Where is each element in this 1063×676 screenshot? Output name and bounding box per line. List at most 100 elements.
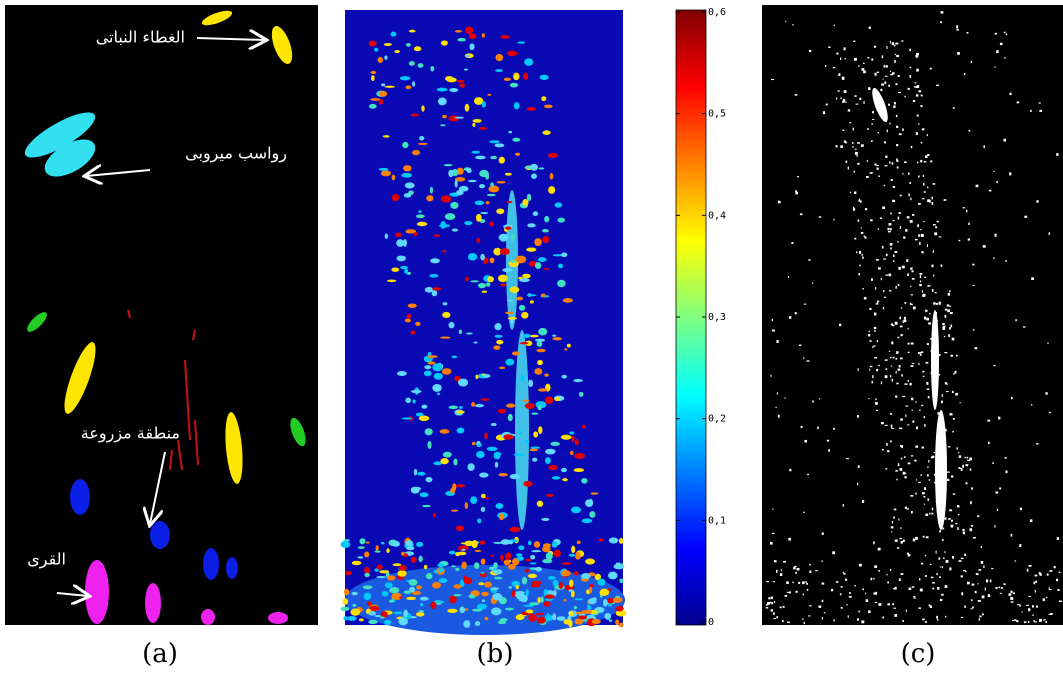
speckle [933, 274, 935, 277]
speckle [842, 100, 844, 104]
speckle [378, 99, 384, 105]
speckle [935, 302, 939, 305]
annotation: رواسب ميروبى [185, 144, 287, 164]
speckle [795, 190, 798, 193]
speckle [471, 402, 476, 407]
speckle [480, 493, 486, 499]
speckle [895, 395, 898, 398]
speckle [423, 370, 432, 377]
speckle [910, 294, 913, 296]
speckle [935, 500, 937, 503]
speckle [969, 468, 972, 471]
speckle [847, 109, 851, 112]
speckle [906, 259, 909, 262]
speckle [531, 412, 539, 415]
speckle [821, 582, 825, 585]
speckle [557, 279, 566, 288]
speckle [892, 603, 895, 606]
speckle [552, 254, 563, 257]
speckle [771, 602, 774, 605]
speckle [390, 31, 397, 37]
speckle [474, 549, 482, 552]
speckle [419, 492, 429, 498]
speckle [931, 201, 934, 205]
speckle [413, 468, 418, 476]
speckle [818, 605, 821, 607]
speckle [847, 166, 849, 170]
speckle [938, 236, 942, 238]
speckle [885, 468, 888, 470]
speckle [598, 538, 604, 542]
speckle [875, 303, 877, 305]
speckle [574, 618, 584, 625]
speckle [438, 567, 444, 574]
speckle [883, 258, 887, 260]
speckle [379, 570, 390, 574]
speckle [802, 357, 805, 359]
speckle [854, 191, 857, 194]
speckle [426, 195, 434, 202]
speckle [427, 440, 432, 449]
speckle [442, 311, 451, 319]
speckle [869, 365, 873, 368]
speckle [929, 605, 932, 609]
speckle [797, 176, 799, 178]
speckle [485, 282, 491, 287]
speckle [934, 292, 937, 294]
speckle [1042, 598, 1045, 602]
speckle [521, 576, 528, 585]
speckle [456, 427, 465, 434]
speckle [994, 32, 997, 35]
speckle [570, 506, 582, 514]
speckle [493, 345, 501, 350]
speckle [931, 342, 934, 346]
speckle [536, 348, 546, 353]
speckle [562, 478, 568, 482]
speckle [451, 355, 458, 359]
speckle [868, 398, 870, 400]
speckle [573, 379, 584, 383]
speckle [821, 532, 824, 535]
speckle [840, 97, 842, 100]
speckle [883, 64, 885, 68]
speckle [981, 613, 984, 616]
speckle [904, 383, 908, 385]
speckle [478, 582, 485, 586]
speckle [788, 537, 791, 541]
speckle [882, 206, 886, 210]
speckle [843, 90, 847, 93]
speckle [543, 588, 548, 597]
speckle [983, 145, 985, 149]
speckle [940, 427, 942, 429]
speckle [908, 193, 910, 197]
speckle [869, 340, 872, 342]
speckle [871, 140, 873, 142]
speckle [463, 577, 473, 585]
speckle [888, 223, 892, 226]
speckle [546, 613, 550, 619]
speckle [448, 169, 454, 178]
speckle [891, 427, 894, 429]
speckle [890, 247, 892, 250]
speckle [971, 487, 974, 490]
speckle [919, 241, 921, 245]
speckle [474, 621, 481, 627]
speckle [833, 427, 835, 430]
speckle [884, 81, 887, 84]
speckle [477, 518, 482, 524]
speckle [509, 526, 521, 533]
speckle [433, 372, 443, 380]
speckle [859, 264, 861, 267]
speckle [504, 607, 514, 611]
speckle [897, 74, 900, 77]
speckle [838, 73, 841, 76]
speckle [873, 312, 877, 316]
speckle [956, 28, 959, 31]
speckle [923, 416, 926, 419]
speckle [1058, 571, 1061, 573]
speckle [804, 439, 808, 443]
speckle [923, 276, 927, 278]
speckle [926, 317, 930, 321]
speckle [340, 540, 351, 549]
speckle [486, 193, 496, 197]
